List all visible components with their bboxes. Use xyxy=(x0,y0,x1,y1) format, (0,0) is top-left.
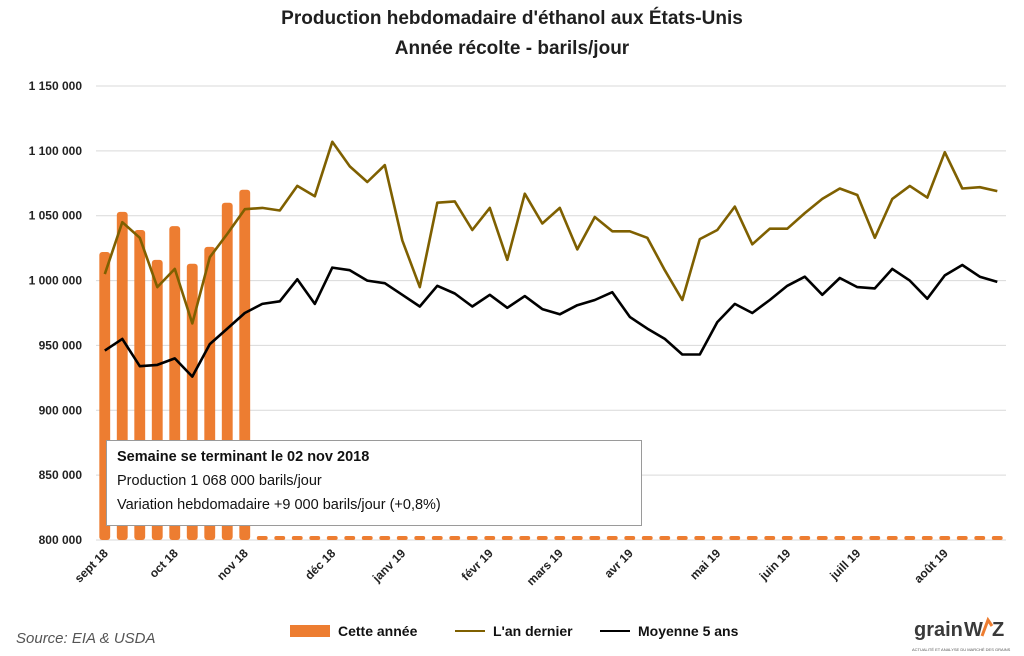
bar-this-year-empty xyxy=(554,536,566,540)
bar-this-year-empty xyxy=(939,536,951,540)
bar-this-year-empty xyxy=(536,536,548,540)
y-tick-label: 950 000 xyxy=(39,338,83,352)
bar-this-year-empty xyxy=(886,536,898,540)
ethanol-chart: 800 000 850 000 900 000 950 000 1 000 000 1 0… xyxy=(29,79,1006,588)
info-week-label: Semaine se terminant le 02 nov 2018 xyxy=(117,449,370,465)
x-tick-label: janv 19 xyxy=(369,546,409,586)
legend-swatch-bar xyxy=(290,625,330,637)
bar-this-year-empty xyxy=(414,536,426,540)
legend-label: L'an dernier xyxy=(493,623,573,639)
legend-item-5yr-avg: Moyenne 5 ans xyxy=(600,622,738,640)
logo-wordmark: W xyxy=(964,619,983,641)
bar-this-year-empty xyxy=(466,536,478,540)
bar-this-year-empty xyxy=(869,536,881,540)
x-axis-ticks: sept 18 oct 18 nov 18 déc 18 janv 19 févr 19 m… xyxy=(72,546,951,588)
bar-this-year-empty xyxy=(396,536,408,540)
bar-this-year-empty xyxy=(431,536,443,540)
weekly-info-box: Semaine se terminant le 02 nov 2018 Prod… xyxy=(106,440,642,526)
bar-this-year-empty xyxy=(764,536,776,540)
x-tick-label: avr 19 xyxy=(601,546,636,581)
bar-this-year-empty xyxy=(624,536,636,540)
bar-this-year-empty xyxy=(326,536,338,540)
legend-swatch-line xyxy=(455,630,485,632)
bar-this-year-empty xyxy=(834,536,846,540)
bar-this-year-empty xyxy=(361,536,373,540)
bar-this-year-empty xyxy=(641,536,653,540)
bar-this-year-empty xyxy=(799,536,811,540)
bar-this-year-empty xyxy=(291,536,303,540)
x-tick-label: déc 18 xyxy=(302,546,339,583)
bar-this-year-empty xyxy=(501,536,513,540)
bar-this-year-empty xyxy=(974,536,986,540)
x-tick-label: oct 18 xyxy=(146,546,181,581)
bar-this-year-empty xyxy=(484,536,496,540)
bar-this-year-empty xyxy=(991,536,1003,540)
x-tick-label: sept 18 xyxy=(72,546,111,585)
bar-this-year-empty xyxy=(746,536,758,540)
y-tick-label: 850 000 xyxy=(39,468,83,482)
bar-this-year-empty xyxy=(449,536,461,540)
logo-mark: grain W Z xyxy=(914,616,1004,641)
bar-this-year-empty xyxy=(904,536,916,540)
bar-this-year-empty xyxy=(956,536,968,540)
y-tick-label: 1 000 000 xyxy=(29,274,83,288)
x-tick-label: févr 19 xyxy=(459,546,496,583)
legend-item-this-year: Cette année xyxy=(290,622,417,640)
bar-this-year-empty xyxy=(781,536,793,540)
logo-wordmark: Z xyxy=(992,619,1004,641)
bar-this-year-empty xyxy=(256,536,268,540)
line-last-year xyxy=(103,140,998,325)
x-tick-label: mars 19 xyxy=(524,546,566,588)
info-production: Production 1 068 000 barils/jour xyxy=(117,473,322,489)
y-tick-label: 1 150 000 xyxy=(29,79,83,93)
bar-this-year-empty xyxy=(921,536,933,540)
legend-item-last-year: L'an dernier xyxy=(455,622,573,640)
bar-this-year-empty xyxy=(519,536,531,540)
info-variation: Variation hebdomadaire +9 000 barils/jou… xyxy=(117,497,441,513)
legend-label: Cette année xyxy=(338,623,418,639)
bar-this-year-empty xyxy=(309,536,321,540)
y-tick-label: 1 100 000 xyxy=(29,144,83,158)
bar-this-year-empty xyxy=(851,536,863,540)
bar-this-year-empty xyxy=(274,536,286,540)
bar-this-year-empty xyxy=(816,536,828,540)
line-5yr-average xyxy=(104,263,998,378)
chart-title: Production hebdomadaire d'éthanol aux Ét… xyxy=(281,8,743,29)
bar-this-year-empty xyxy=(729,536,741,540)
legend-swatch-line xyxy=(600,630,630,632)
source-note: Source: EIA & USDA xyxy=(16,630,156,647)
x-tick-label: nov 18 xyxy=(214,546,251,583)
y-tick-label: 800 000 xyxy=(39,533,83,547)
bar-this-year-empty xyxy=(571,536,583,540)
y-tick-label: 900 000 xyxy=(39,403,83,417)
grainwiz-logo: grain W Z ACTUALITÉ ET ANALYSE DU MARCHÉ… xyxy=(912,612,1016,652)
bar-this-year-empty xyxy=(344,536,356,540)
bar-this-year-empty xyxy=(589,536,601,540)
bar-this-year-empty xyxy=(659,536,671,540)
logo-tagline: ACTUALITÉ ET ANALYSE DU MARCHÉ DES GRAIN… xyxy=(912,647,1011,652)
y-axis-ticks: 800 000 850 000 900 000 950 000 1 000 000 1 0… xyxy=(29,79,83,547)
x-tick-label: juill 19 xyxy=(826,546,863,583)
logo-wordmark: grain xyxy=(914,619,963,641)
bar-this-year-empty xyxy=(379,536,391,540)
x-tick-label: mai 19 xyxy=(687,546,724,583)
bar-this-year-empty xyxy=(711,536,723,540)
series-lines xyxy=(103,140,998,378)
bar-this-year-empty xyxy=(606,536,618,540)
chart-subtitle: Année récolte - barils/jour xyxy=(394,38,630,59)
y-tick-label: 1 050 000 xyxy=(29,209,83,223)
x-tick-label: août 19 xyxy=(911,546,951,586)
bar-this-year-empty xyxy=(694,536,706,540)
legend-label: Moyenne 5 ans xyxy=(638,623,739,639)
bar-this-year-empty xyxy=(676,536,688,540)
x-tick-label: juin 19 xyxy=(756,546,794,584)
